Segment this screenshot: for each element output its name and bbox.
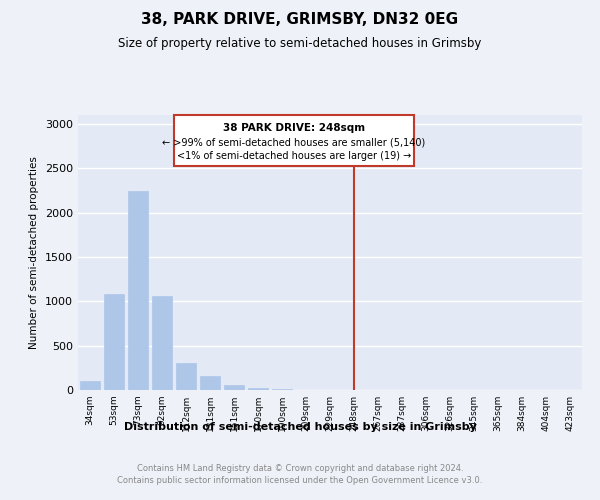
Text: Size of property relative to semi-detached houses in Grimsby: Size of property relative to semi-detach… <box>118 38 482 51</box>
Text: Contains HM Land Registry data © Crown copyright and database right 2024.: Contains HM Land Registry data © Crown c… <box>137 464 463 473</box>
Y-axis label: Number of semi-detached properties: Number of semi-detached properties <box>29 156 40 349</box>
Bar <box>200 376 220 390</box>
Text: 38, PARK DRIVE, GRIMSBY, DN32 0EG: 38, PARK DRIVE, GRIMSBY, DN32 0EG <box>142 12 458 28</box>
Text: 38 PARK DRIVE: 248sqm: 38 PARK DRIVE: 248sqm <box>223 122 365 132</box>
Bar <box>176 364 196 390</box>
Bar <box>128 192 148 390</box>
Bar <box>104 294 124 390</box>
Text: ← >99% of semi-detached houses are smaller (5,140): ← >99% of semi-detached houses are small… <box>163 138 425 148</box>
Bar <box>272 389 292 390</box>
Text: Distribution of semi-detached houses by size in Grimsby: Distribution of semi-detached houses by … <box>124 422 476 432</box>
Text: Contains public sector information licensed under the Open Government Licence v3: Contains public sector information licen… <box>118 476 482 485</box>
Text: <1% of semi-detached houses are larger (19) →: <1% of semi-detached houses are larger (… <box>177 152 411 162</box>
Bar <box>224 384 244 390</box>
FancyBboxPatch shape <box>174 115 414 166</box>
Bar <box>80 381 100 390</box>
Bar <box>248 388 268 390</box>
Bar <box>152 296 172 390</box>
